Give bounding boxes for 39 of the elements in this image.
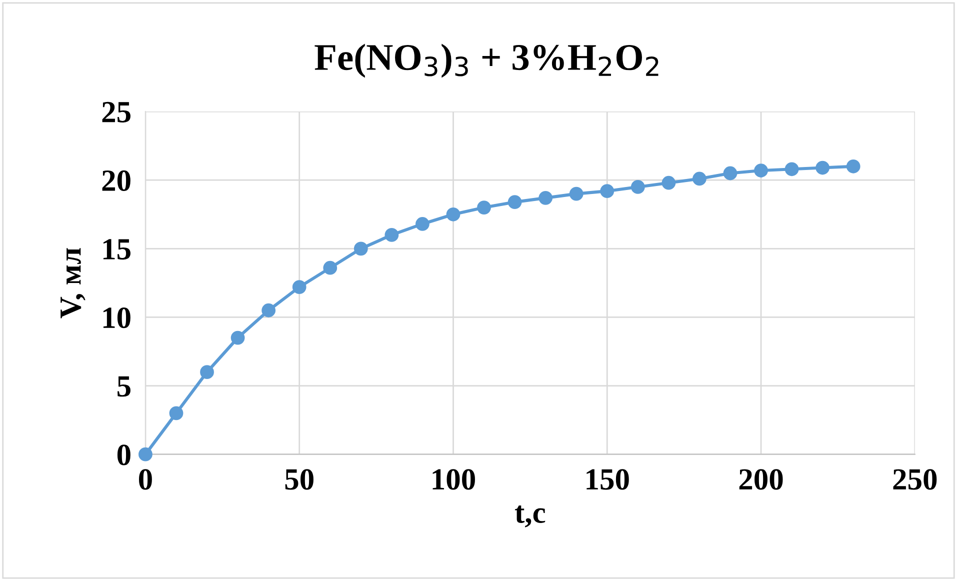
y-tick-label: 25 xyxy=(102,102,130,122)
point xyxy=(569,186,584,201)
y-tick-label: 15 xyxy=(103,239,130,260)
y-tick-label: 10 xyxy=(103,308,130,328)
point xyxy=(384,228,399,242)
point xyxy=(723,166,738,180)
point xyxy=(262,303,276,318)
x-tick-label: 0 xyxy=(138,469,152,490)
point xyxy=(416,217,430,231)
point xyxy=(816,160,830,175)
point xyxy=(754,164,768,178)
point xyxy=(538,190,553,205)
point xyxy=(692,172,706,186)
point xyxy=(846,159,860,174)
point xyxy=(323,260,338,275)
x-tick-label: 100 xyxy=(432,469,475,490)
point xyxy=(292,280,306,294)
point xyxy=(600,184,614,198)
point xyxy=(354,242,368,256)
y-tick-label: 5 xyxy=(118,376,130,397)
x-tick-label: 200 xyxy=(739,469,783,490)
x-tick-label: 150 xyxy=(586,469,629,490)
chart-title: Fe(NO$_{3}$)$_{3}$ + 3%H$_{2}$O$_{2}$ xyxy=(314,44,658,78)
y-tick-label: 20 xyxy=(102,170,130,192)
y-axis-title: V, мл xyxy=(60,248,86,318)
y-tick-label: 0 xyxy=(117,444,130,466)
point xyxy=(446,207,460,222)
point xyxy=(508,195,522,209)
point xyxy=(630,180,645,194)
point xyxy=(230,330,245,345)
x-axis-title: t,c xyxy=(514,505,546,528)
point xyxy=(477,200,491,214)
point xyxy=(138,447,152,462)
point xyxy=(784,162,799,176)
point xyxy=(200,365,214,380)
x-tick-label: 50 xyxy=(285,469,314,490)
point xyxy=(169,406,184,420)
x-tick-label: 250 xyxy=(893,469,937,490)
point xyxy=(662,176,676,190)
